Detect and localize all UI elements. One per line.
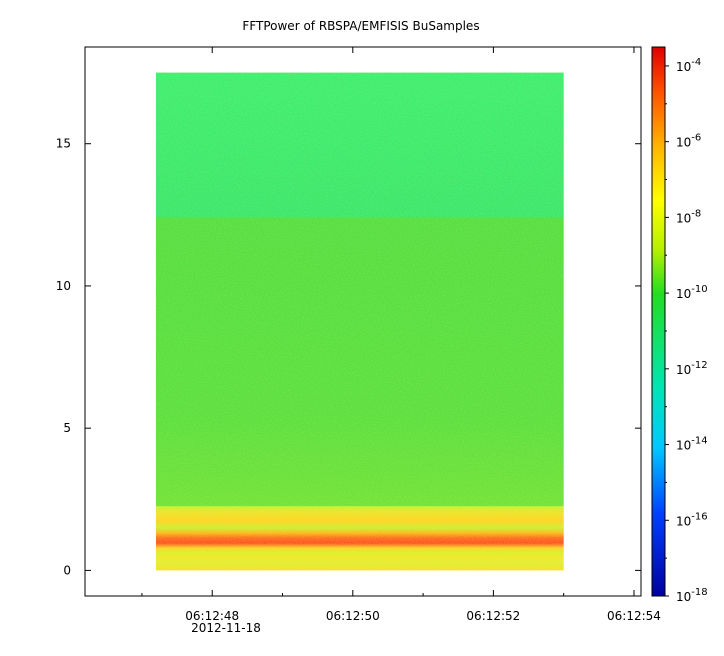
colorbar-tick-label: 10-16: [676, 511, 708, 528]
x-tick-label: 06:12:50: [326, 609, 380, 623]
x-tick-label: 06:12:54: [607, 609, 661, 623]
colorbar-tick-label: 10-4: [676, 57, 701, 74]
x-axis: 06:12:48 06:12:50 06:12:52 06:12:54: [141, 47, 661, 623]
colorbar-tick-label: 10-12: [676, 360, 708, 377]
colorbar-tick-label: 10-6: [676, 133, 701, 150]
x-tick-label: 06:12:48: [185, 609, 239, 623]
chart-title: FFTPower of RBSPA/EMFISIS BuSamples: [242, 19, 479, 33]
x-date-label: 2012-11-18: [191, 621, 261, 635]
spectrogram-image: [155, 72, 564, 571]
colorbar-tick-label: 10-18: [676, 587, 708, 604]
colorbar-tick-label: 10-8: [676, 208, 701, 225]
colorbar-tick-label: 10-14: [676, 436, 708, 453]
spectrogram-noise: [155, 72, 564, 571]
y-tick-label: 5: [63, 421, 71, 435]
y-tick-label: 0: [63, 563, 71, 577]
colorbar-axis: 10-18 10-16 10-14 10-12 10-10 10-8 10-6 10-4: [665, 57, 708, 604]
y-tick-label: 15: [56, 137, 71, 151]
plot-frame: [84, 46, 642, 597]
colorbar: [651, 46, 666, 597]
x-tick-label: 06:12:52: [466, 609, 520, 623]
y-axis: 0 5 10 15: [56, 137, 641, 577]
y-tick-label: 10: [56, 279, 71, 293]
colorbar-tick-label: 10-10: [676, 284, 708, 301]
